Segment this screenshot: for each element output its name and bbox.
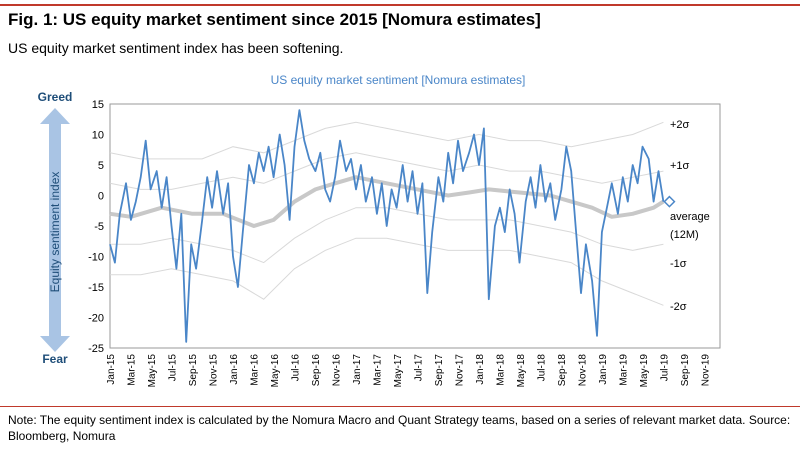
band-label: average	[670, 211, 710, 223]
x-tick-label: Jul-15	[167, 354, 178, 382]
band-labels: +2σ +1σ average (12M) -1σ -2σ	[670, 119, 710, 313]
y-tick-label: -15	[88, 282, 104, 294]
x-tick-label: Sep-16	[311, 354, 322, 387]
x-tick-label: Sep-18	[557, 354, 568, 387]
minus1-sigma-line	[110, 207, 664, 264]
band-label: +2σ	[670, 119, 690, 131]
band-label: (12M)	[670, 229, 699, 241]
average-12m-line	[109, 175, 665, 228]
x-tick-label: Nov-17	[454, 354, 465, 387]
x-tick-label: Mar-16	[249, 354, 260, 386]
y-tick-label: -10	[88, 252, 104, 264]
band-label: -2σ	[670, 301, 687, 313]
minus2-sigma-line	[110, 237, 664, 306]
x-tick-label: Sep-19	[680, 354, 691, 387]
sentiment-arrow-down-icon	[40, 237, 70, 352]
x-tick-label: Mar-18	[495, 354, 506, 386]
y-tick-label: 5	[98, 160, 104, 172]
x-tick-label: Jul-18	[536, 354, 547, 382]
x-tick-label: Nov-18	[577, 354, 588, 387]
sentiment-chart: US equity market sentiment [Nomura estim…	[38, 73, 721, 388]
figure-title: Fig. 1: US equity market sentiment since…	[8, 10, 541, 29]
y-tick-label: 10	[92, 130, 104, 142]
x-tick-label: Nov-19	[700, 354, 711, 387]
x-tick-label: Jul-16	[290, 354, 301, 382]
x-tick-labels: Jan-15 Mar-15 May-15 Jul-15 Sep-15 Nov-15 Jan-…	[106, 354, 711, 388]
x-tick-label: May-17	[393, 354, 404, 388]
x-tick-label: Jan-15	[106, 354, 117, 385]
band-label: -1σ	[670, 258, 687, 270]
y-tick-labels: 15 10 5 0 -5 -10 -15 -20 -25	[88, 99, 104, 355]
x-tick-label: Sep-15	[188, 354, 199, 387]
x-tick-label: Mar-19	[618, 354, 629, 386]
x-tick-label: May-15	[147, 354, 158, 388]
plus2-sigma-line	[109, 121, 664, 160]
x-tick-label: Mar-17	[372, 354, 383, 386]
band-label: +1σ	[670, 160, 690, 172]
x-tick-label: Sep-17	[434, 354, 445, 387]
top-rule	[0, 4, 800, 6]
greed-label: Greed	[38, 90, 73, 104]
x-tick-label: Jan-19	[598, 354, 609, 385]
x-tick-label: Nov-15	[208, 354, 219, 387]
latest-value-marker	[663, 195, 676, 208]
x-tick-label: May-19	[639, 354, 650, 388]
sentiment-series-line	[109, 109, 665, 343]
x-tick-label: Nov-16	[331, 354, 342, 387]
y-tick-label: -20	[88, 313, 104, 325]
y-axis-label: Equity sentiment index	[48, 172, 62, 293]
x-tick-label: Mar-15	[126, 354, 137, 386]
source-note: Note: The equity sentiment index is calc…	[8, 413, 791, 443]
plot-frame	[109, 103, 721, 349]
y-tick-label: -25	[88, 343, 104, 355]
x-tick-label: Jan-17	[352, 354, 363, 385]
figure-subtitle: US equity market sentiment index has bee…	[8, 40, 344, 56]
x-tick-label: Jul-19	[659, 354, 670, 382]
bottom-rule	[0, 406, 800, 407]
x-tick-label: May-18	[516, 354, 527, 388]
sentiment-arrow-up-icon	[40, 108, 70, 237]
x-tick-label: May-16	[270, 354, 281, 388]
y-tick-label: 0	[98, 191, 104, 203]
y-tick-label: 15	[92, 99, 104, 111]
x-tick-label: Jan-18	[475, 354, 486, 385]
chart-container: US equity market sentiment [Nomura estim…	[0, 62, 800, 404]
y-tick-label: -5	[94, 221, 104, 233]
x-tick-label: Jan-16	[229, 354, 240, 385]
plot-area	[109, 103, 721, 349]
fear-label: Fear	[42, 352, 68, 366]
x-tick-label: Jul-17	[413, 354, 424, 382]
chart-title: US equity market sentiment [Nomura estim…	[271, 73, 526, 87]
